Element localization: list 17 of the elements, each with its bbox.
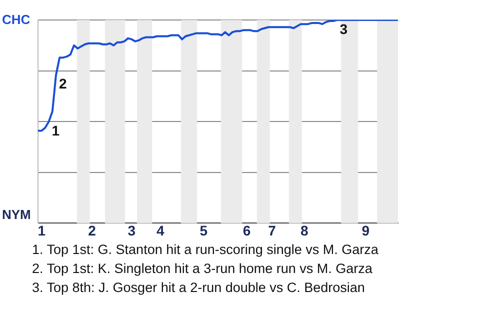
x-tick-label: 8: [300, 222, 308, 238]
annotation: 2: [59, 76, 67, 92]
x-tick-label: 6: [242, 222, 251, 238]
x-tick-label: 7: [268, 222, 276, 238]
text: NYM: [2, 207, 31, 222]
annotation: 1: [52, 122, 60, 138]
x-tick-label: 1: [38, 222, 46, 238]
x-tick-label: 2: [88, 222, 96, 238]
text: 1. Top 1st: G. Stanton hit a run-scoring single vs M. Garza: [32, 241, 378, 259]
x-tick-label: 3: [128, 222, 136, 238]
x-tick-label: 9: [362, 222, 370, 238]
text: CHC: [2, 12, 30, 27]
x-tick-label: 4: [156, 222, 164, 238]
x-tick-label: 5: [200, 222, 208, 238]
annotation: 3: [340, 20, 348, 37]
text: 3. Top 8th: J. Gosger hit a 2-run double vs C. Bedrosian: [32, 279, 366, 297]
text: 2. Top 1st: K. Singleton hit a 3-run home run vs M. Garza: [32, 260, 374, 278]
